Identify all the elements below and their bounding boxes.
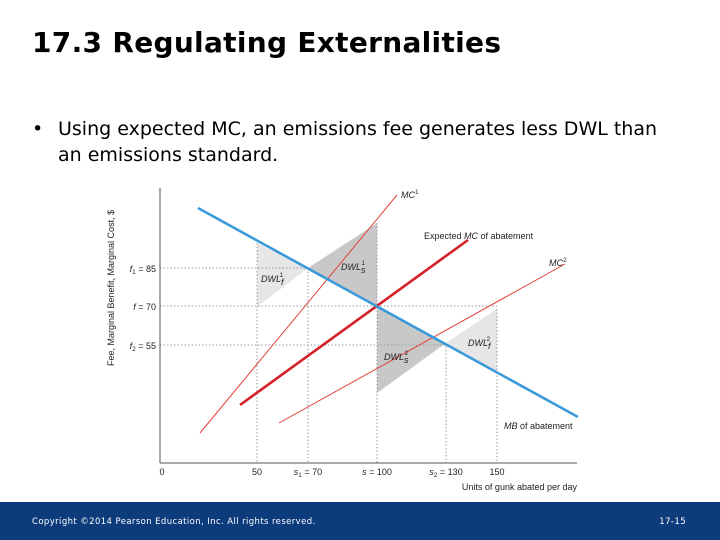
dwl-f1-region: [257, 243, 308, 307]
mb-curve: [197, 206, 579, 419]
x-axis-label: Units of gunk abated per day: [462, 482, 578, 492]
dwl-s2-label: DWLs2: [384, 350, 409, 365]
mc2-label: MC2: [549, 257, 567, 268]
dwl-f2-region: [446, 309, 497, 374]
y-axis-label: Fee, Marginal Benefit, Marginal Cost, $: [106, 210, 116, 366]
footer-bar: Copyright ©2014 Pearson Education, Inc. …: [0, 502, 720, 540]
guide-lines: [160, 223, 498, 463]
dwl-f1-label: DWLf1: [261, 272, 285, 287]
mb-label: MB of abatement: [504, 421, 573, 431]
copyright-text: Copyright ©2014 Pearson Education, Inc. …: [32, 517, 316, 527]
slide-title: 17.3 Regulating Externalities: [32, 26, 502, 59]
mc1-label: MC1: [401, 189, 419, 200]
expected-mc-curve: [239, 238, 469, 407]
x-tick-50: 50: [252, 467, 262, 477]
x-tick-s2: s2 = 130: [429, 467, 462, 479]
x-tick-0: 0: [159, 467, 164, 477]
page-number: 17-15: [659, 517, 686, 527]
x-tick-s1: s1 = 70: [294, 467, 322, 479]
bullet-text: Using expected MC, an emissions fee gene…: [58, 118, 658, 166]
x-tick-150: 150: [489, 467, 504, 477]
x-tick-s: s = 100: [362, 467, 392, 477]
mc2-curve: [278, 263, 566, 424]
mc1-curve: [199, 194, 398, 434]
y-tick-f2: f2 = 55: [130, 341, 156, 353]
expected-mc-label: Expected MC of abatement: [424, 231, 534, 241]
dwl-f2-label: DWLf2: [468, 336, 492, 351]
bullet-point: • Using expected MC, an emissions fee ge…: [32, 116, 672, 168]
bullet-marker: •: [32, 118, 44, 140]
y-tick-f1: f1 = 85: [130, 264, 156, 276]
dwl-s1-label: DWLs1: [341, 260, 366, 275]
dwl-s1-region: [308, 223, 377, 306]
y-tick-f: f = 70: [133, 302, 156, 312]
abatement-diagram: Fee, Marginal Benefit, Marginal Cost, $ …: [106, 188, 579, 492]
